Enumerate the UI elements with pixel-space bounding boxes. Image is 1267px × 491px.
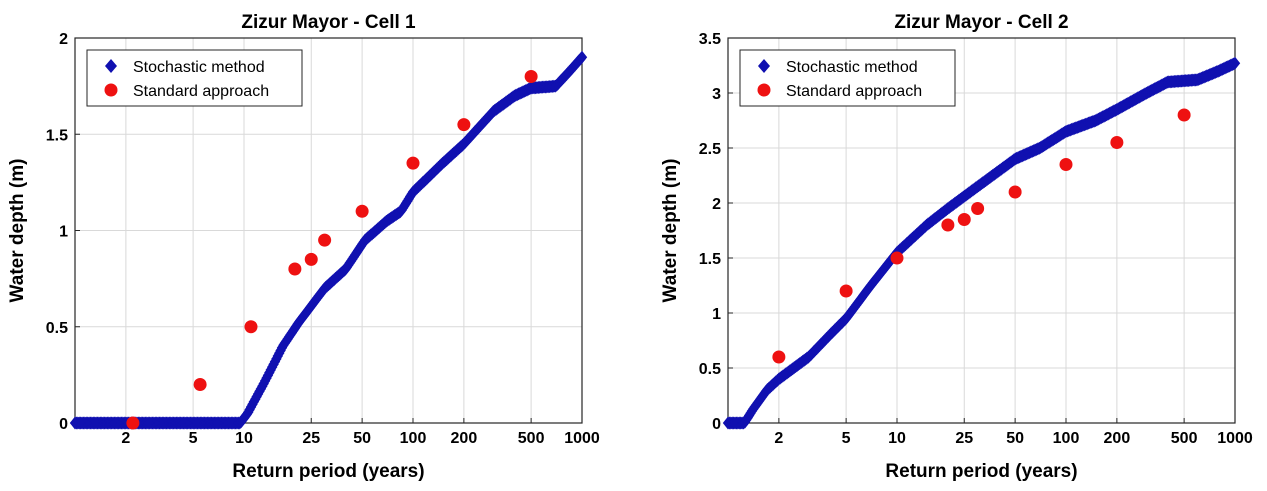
standard-point <box>457 118 471 132</box>
y-tick-label: 2 <box>59 31 68 48</box>
legend-standard-label: Standard approach <box>786 83 922 100</box>
standard-point <box>355 204 369 218</box>
stochastic-series <box>69 50 588 430</box>
x-axis-label: Return period (years) <box>232 461 424 482</box>
standard-point <box>941 218 955 232</box>
x-tick-label: 500 <box>1171 430 1198 447</box>
y-tick-label: 0 <box>712 416 721 433</box>
standard-point <box>971 202 985 215</box>
y-tick-label: 1.5 <box>699 251 721 268</box>
standard-point <box>890 251 904 265</box>
chart-2: 2 5 10 25 50 100 200 500 100000.511.522.533.5Ziz… <box>660 12 1253 482</box>
y-tick-label: 0 <box>59 416 68 433</box>
legend: Stochastic method Standard approach <box>739 49 956 107</box>
y-tick-label: 1 <box>712 306 721 323</box>
standard-point <box>304 252 318 266</box>
y-tick-label: 0.5 <box>46 320 68 337</box>
y-axis-label: Water depth (m) <box>660 159 681 303</box>
legend-circle-icon <box>757 83 771 97</box>
y-tick-label: 3.5 <box>699 31 721 48</box>
x-tick-label: 50 <box>353 430 371 447</box>
standard-point <box>1008 185 1022 199</box>
standard-point <box>406 156 420 170</box>
standard-point <box>957 213 971 226</box>
standard-point <box>524 70 538 83</box>
x-tick-label: 200 <box>1104 430 1131 447</box>
y-tick-label: 0.5 <box>699 361 721 378</box>
stochastic-series <box>722 56 1241 430</box>
plot-frame <box>727 37 1236 424</box>
legend: Stochastic method Standard approach <box>86 49 303 107</box>
legend-box <box>739 49 956 107</box>
legend-diamond-icon <box>758 59 770 73</box>
standard-series <box>126 70 538 430</box>
x-tick-label: 25 <box>955 430 973 447</box>
x-tick-label: 5 <box>842 430 851 447</box>
x-tick-label: 10 <box>888 430 906 447</box>
standard-point <box>288 262 302 276</box>
legend-stochastic-label: Stochastic method <box>133 59 265 76</box>
standard-point <box>126 416 140 430</box>
standard-point <box>1110 136 1124 149</box>
y-tick-label: 1.5 <box>46 127 68 144</box>
x-axis-label: Return period (years) <box>885 461 1077 482</box>
x-tick-label: 1000 <box>564 430 600 447</box>
y-axis-label: Water depth (m) <box>7 159 28 303</box>
stochastic-point <box>1229 56 1241 70</box>
legend-standard-label: Standard approach <box>133 83 269 100</box>
legend-diamond-icon <box>105 59 117 73</box>
standard-point <box>839 284 853 298</box>
y-tick-label: 2.5 <box>699 141 721 158</box>
x-tick-label: 500 <box>518 430 545 447</box>
standard-point <box>318 233 332 247</box>
standard-point <box>244 320 258 334</box>
x-tick-label: 10 <box>235 430 253 447</box>
x-tick-label: 50 <box>1006 430 1024 447</box>
x-tick-label: 25 <box>302 430 320 447</box>
standard-point <box>772 350 786 364</box>
standard-point <box>1059 158 1073 171</box>
legend-circle-icon <box>104 83 118 97</box>
chart-title: Zizur Mayor - Cell 2 <box>894 12 1068 33</box>
x-tick-label: 100 <box>400 430 427 447</box>
x-tick-label: 2 <box>121 430 130 447</box>
legend-box <box>86 49 303 107</box>
standard-point <box>1177 108 1191 122</box>
y-tick-label: 3 <box>712 86 721 103</box>
y-tick-label: 2 <box>712 196 721 213</box>
x-tick-label: 5 <box>189 430 198 447</box>
x-tick-label: 1000 <box>1217 430 1253 447</box>
x-tick-label: 100 <box>1053 430 1080 447</box>
x-tick-label: 2 <box>774 430 783 447</box>
x-tick-label: 200 <box>451 430 478 447</box>
chart-title: Zizur Mayor - Cell 1 <box>241 12 416 33</box>
standard-point <box>193 378 207 391</box>
stochastic-point <box>576 50 588 64</box>
y-tick-label: 1 <box>59 224 68 241</box>
standard-series <box>772 108 1191 364</box>
legend-stochastic-label: Stochastic method <box>786 59 918 76</box>
